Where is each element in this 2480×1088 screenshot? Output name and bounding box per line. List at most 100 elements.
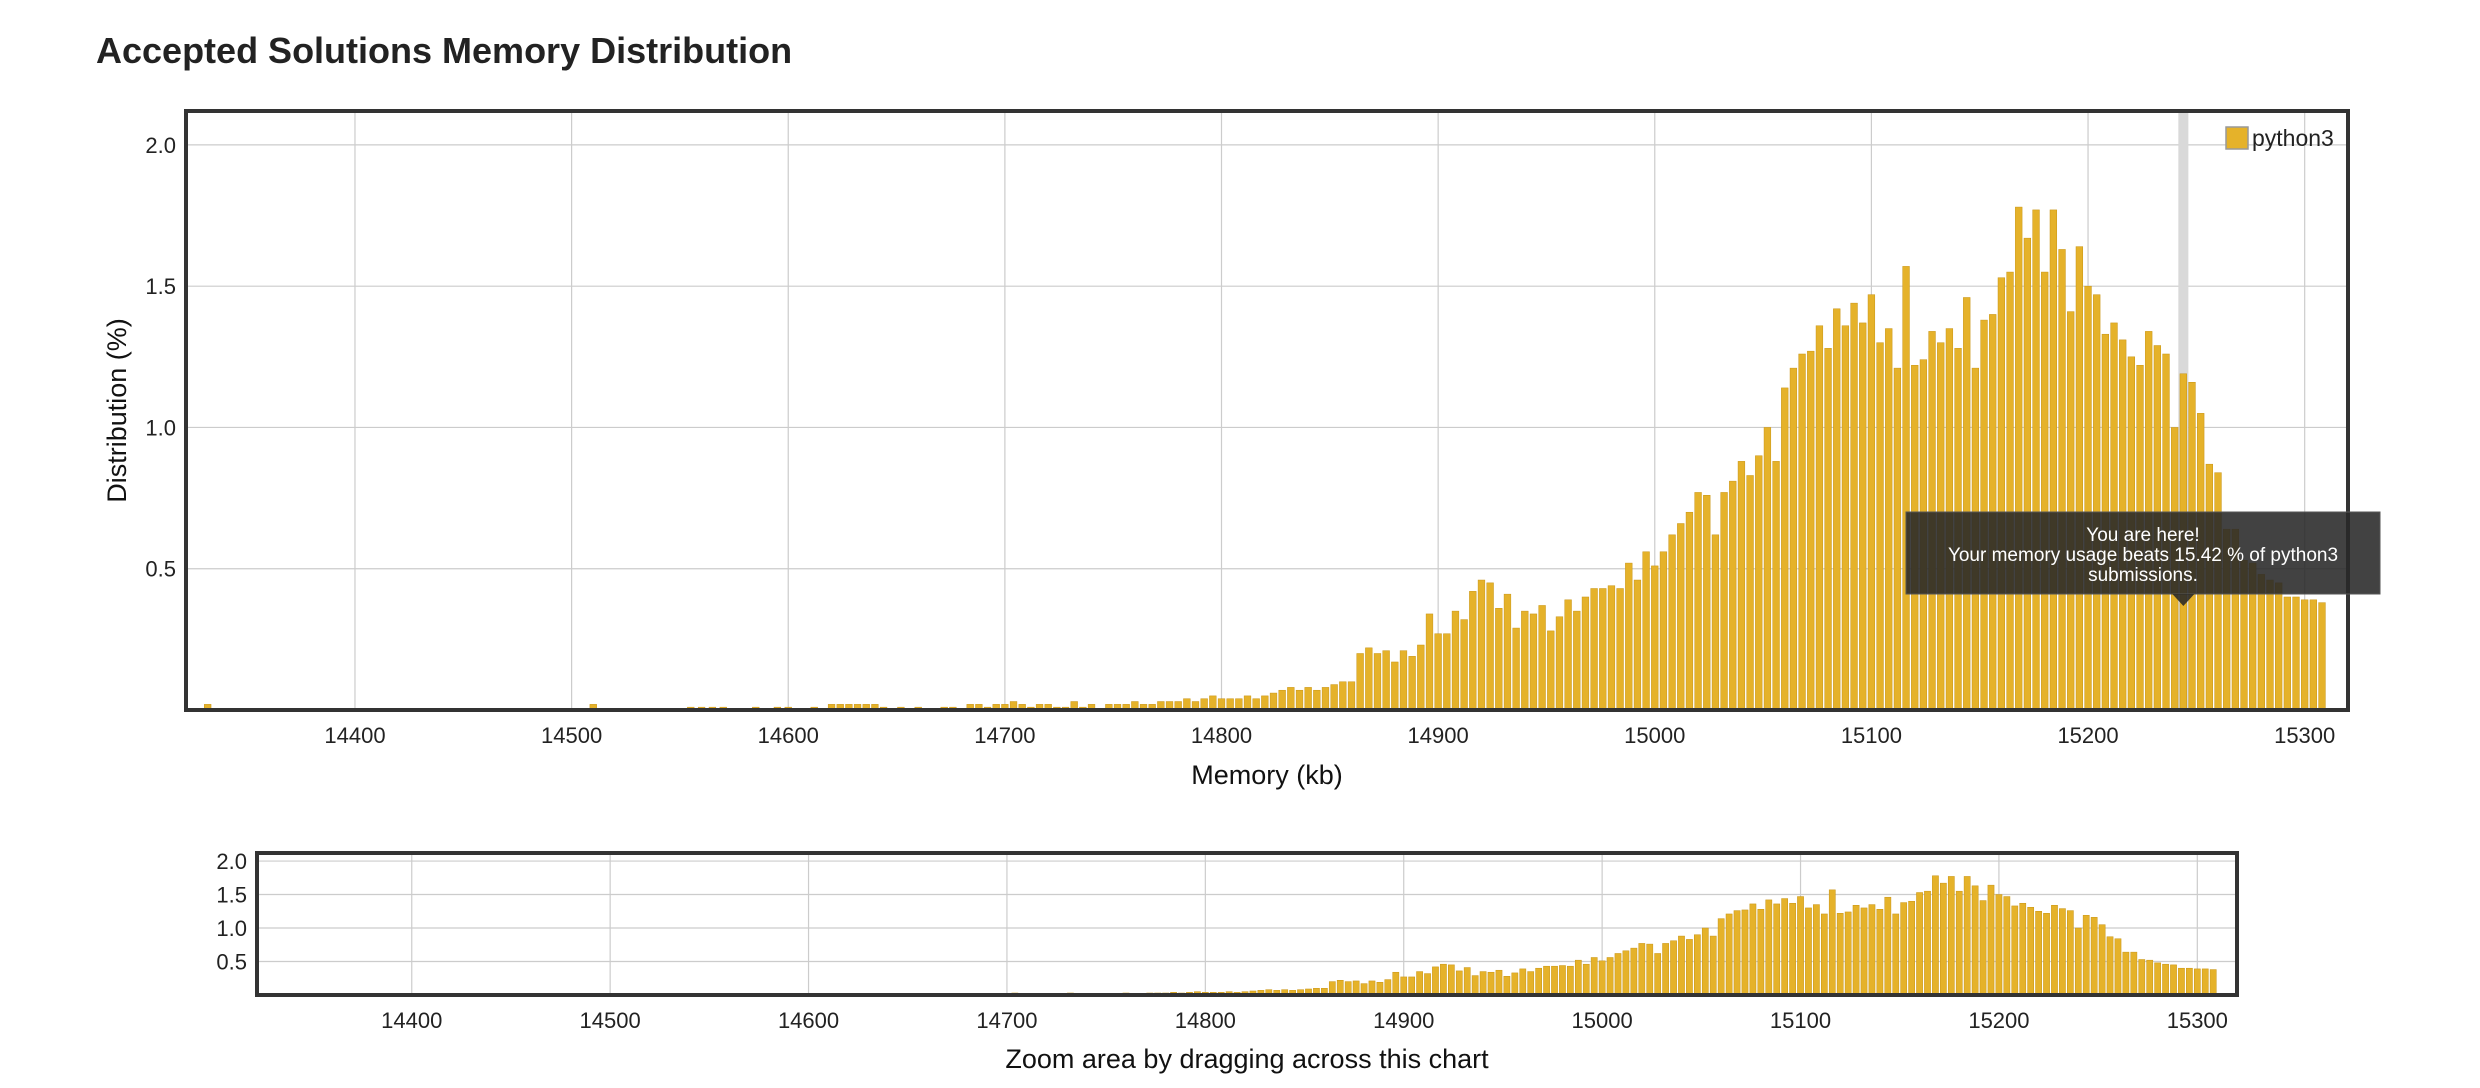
bar[interactable] xyxy=(1503,976,1511,996)
bar[interactable] xyxy=(1932,875,1939,996)
bar[interactable] xyxy=(2015,206,2023,711)
bar[interactable] xyxy=(2041,271,2049,711)
bar[interactable] xyxy=(1564,599,1572,711)
bar[interactable] xyxy=(1717,918,1725,996)
bar[interactable] xyxy=(1709,935,1717,996)
bar[interactable] xyxy=(2201,968,2209,996)
bar[interactable] xyxy=(1746,475,1754,711)
bar[interactable] xyxy=(1479,971,1487,996)
bar[interactable] xyxy=(2067,311,2075,711)
bar[interactable] xyxy=(1885,328,1893,711)
bar[interactable] xyxy=(1940,882,1947,996)
bar[interactable] xyxy=(1651,565,1659,711)
bar[interactable] xyxy=(2309,599,2317,711)
bar[interactable] xyxy=(1590,957,1598,996)
main-chart[interactable]: 14400 14500 14600 14700 14800 14900 15000 15100… xyxy=(102,109,2381,790)
bar[interactable] xyxy=(2275,582,2283,711)
bar[interactable] xyxy=(1725,913,1733,996)
bar[interactable] xyxy=(1694,492,1702,711)
bar[interactable] xyxy=(1527,971,1535,996)
bar[interactable] xyxy=(1924,890,1931,996)
bar[interactable] xyxy=(1678,935,1685,996)
bar[interactable] xyxy=(1659,551,1668,711)
bar[interactable] xyxy=(1694,934,1701,996)
bar[interactable] xyxy=(1755,455,1763,711)
bar[interactable] xyxy=(2162,963,2169,996)
bar[interactable] xyxy=(1963,876,1971,996)
bar[interactable] xyxy=(1538,605,1546,711)
bar[interactable] xyxy=(2130,951,2138,996)
bar[interactable] xyxy=(2074,927,2082,996)
bar[interactable] xyxy=(1781,387,1789,711)
bar[interactable] xyxy=(1582,963,1590,996)
bar[interactable] xyxy=(1987,884,1995,996)
bar[interactable] xyxy=(1512,627,1520,711)
bar[interactable] xyxy=(2067,910,2074,996)
bar[interactable] xyxy=(1711,534,1720,711)
bar[interactable] xyxy=(1642,551,1650,711)
bar[interactable] xyxy=(1451,610,1460,711)
bar[interactable] xyxy=(1416,971,1423,996)
bar[interactable] xyxy=(1876,342,1884,711)
bar[interactable] xyxy=(1798,353,1806,711)
bar[interactable] xyxy=(1455,970,1463,996)
bar[interactable] xyxy=(1616,588,1624,711)
bar[interactable] xyxy=(1852,905,1860,996)
bar[interactable] xyxy=(2301,599,2309,711)
bar[interactable] xyxy=(1519,968,1527,996)
bar[interactable] xyxy=(1448,964,1455,996)
bar[interactable] xyxy=(1443,633,1451,711)
bar[interactable] xyxy=(1328,981,1336,996)
bar[interactable] xyxy=(1551,965,1558,996)
bar[interactable] xyxy=(1321,687,1330,711)
bar[interactable] xyxy=(1737,461,1746,711)
bar[interactable] xyxy=(2003,896,2011,996)
bar[interactable] xyxy=(1892,913,1900,996)
bar[interactable] xyxy=(2082,915,2090,996)
bar[interactable] xyxy=(1392,971,1400,996)
bar[interactable] xyxy=(1622,950,1630,996)
bar[interactable] xyxy=(1813,904,1820,996)
bar[interactable] xyxy=(1773,903,1781,996)
bar[interactable] xyxy=(1789,902,1796,996)
bar[interactable] xyxy=(1373,653,1382,711)
bar[interactable] xyxy=(1469,591,1477,711)
bar[interactable] xyxy=(1701,927,1709,996)
bar[interactable] xyxy=(1979,900,1987,996)
bar[interactable] xyxy=(1408,656,1416,711)
bar[interactable] xyxy=(1670,940,1677,996)
bar[interactable] xyxy=(2084,285,2092,711)
bar[interactable] xyxy=(1336,980,1344,996)
bar[interactable] xyxy=(1860,907,1868,996)
bar[interactable] xyxy=(2186,967,2193,996)
bar[interactable] xyxy=(1495,969,1503,996)
bar[interactable] xyxy=(2146,959,2154,996)
bar[interactable] xyxy=(1477,579,1486,711)
bar[interactable] xyxy=(2193,968,2201,996)
bar[interactable] xyxy=(1471,975,1479,996)
bar[interactable] xyxy=(1805,907,1812,996)
bar[interactable] xyxy=(1590,588,1598,711)
bar[interactable] xyxy=(1807,350,1815,711)
bar[interactable] xyxy=(2114,938,2122,996)
bar[interactable] xyxy=(2122,951,2130,996)
bar[interactable] xyxy=(1947,876,1955,996)
bar[interactable] xyxy=(1893,367,1902,711)
bar[interactable] xyxy=(2011,905,2019,996)
bar[interactable] xyxy=(1916,892,1923,996)
bar[interactable] xyxy=(1573,610,1581,711)
bar[interactable] xyxy=(1729,480,1737,711)
bar[interactable] xyxy=(1868,904,1876,996)
bar[interactable] xyxy=(2283,596,2291,711)
bar[interactable] xyxy=(2209,969,2217,996)
bar[interactable] xyxy=(1417,644,1425,711)
bar[interactable] xyxy=(1820,913,1828,996)
bar[interactable] xyxy=(2257,574,2265,711)
bar[interactable] xyxy=(1243,695,1252,711)
bar[interactable] xyxy=(2035,911,2042,996)
bar[interactable] xyxy=(1833,308,1841,711)
bar[interactable] xyxy=(1535,967,1542,996)
bar[interactable] xyxy=(1295,689,1304,711)
bar[interactable] xyxy=(1269,692,1278,711)
bar[interactable] xyxy=(1486,582,1494,711)
